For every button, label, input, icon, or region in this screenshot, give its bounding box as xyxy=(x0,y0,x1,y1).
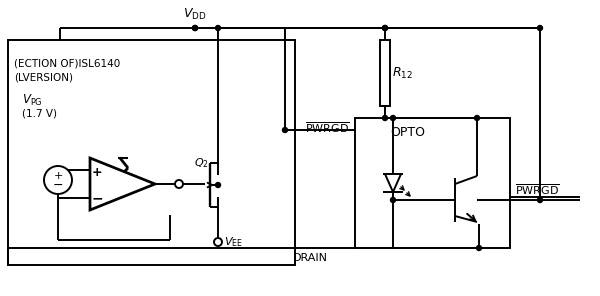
Bar xyxy=(8,40,295,265)
Circle shape xyxy=(44,166,72,194)
Bar xyxy=(355,118,510,248)
Circle shape xyxy=(215,183,221,187)
Text: DRAIN: DRAIN xyxy=(293,253,328,263)
Circle shape xyxy=(391,115,395,120)
Circle shape xyxy=(175,180,183,188)
Text: $V_{\rm EE}$: $V_{\rm EE}$ xyxy=(224,235,243,249)
Circle shape xyxy=(283,128,287,133)
Text: $V_{\rm PG}$: $V_{\rm PG}$ xyxy=(22,93,43,108)
Text: (LVERSION): (LVERSION) xyxy=(14,72,73,82)
Bar xyxy=(380,40,390,106)
Circle shape xyxy=(391,197,395,202)
Polygon shape xyxy=(90,158,155,210)
Text: −: − xyxy=(53,178,63,192)
Circle shape xyxy=(475,115,479,120)
Text: $Q_2$: $Q_2$ xyxy=(194,156,209,170)
Text: +: + xyxy=(92,165,103,178)
Text: (ECTION OF)ISL6140: (ECTION OF)ISL6140 xyxy=(14,58,120,68)
Circle shape xyxy=(193,25,197,30)
Circle shape xyxy=(383,25,388,30)
Circle shape xyxy=(383,115,388,120)
Text: $\overline{\rm PWRGD}$: $\overline{\rm PWRGD}$ xyxy=(305,121,350,135)
Circle shape xyxy=(214,238,222,246)
Circle shape xyxy=(538,197,542,202)
Text: $V_{\rm DD}$: $V_{\rm DD}$ xyxy=(183,7,207,22)
Circle shape xyxy=(215,25,221,30)
Text: +: + xyxy=(53,171,62,181)
Text: (1.7 V): (1.7 V) xyxy=(22,108,57,118)
Circle shape xyxy=(193,25,197,30)
Circle shape xyxy=(383,25,388,30)
Text: $\overline{\rm PWRGD}$: $\overline{\rm PWRGD}$ xyxy=(515,183,560,197)
Circle shape xyxy=(538,25,542,30)
Polygon shape xyxy=(385,174,401,192)
Text: OPTO: OPTO xyxy=(391,126,425,139)
Text: −: − xyxy=(91,191,103,205)
Text: $R_{12}$: $R_{12}$ xyxy=(392,65,413,81)
Circle shape xyxy=(476,245,482,250)
